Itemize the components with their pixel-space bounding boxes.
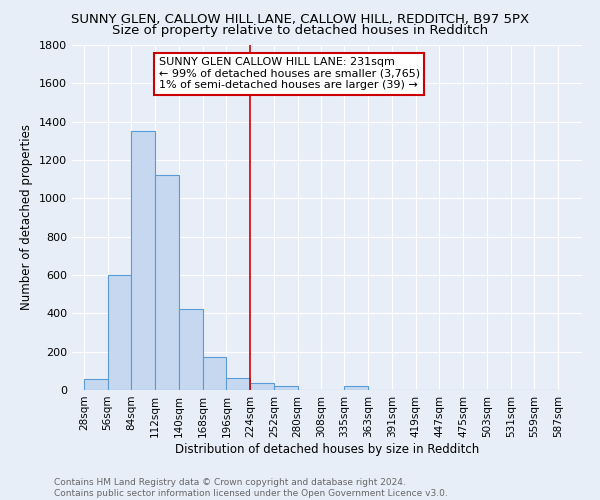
Bar [274,386,298,390]
Bar [84,378,107,390]
Y-axis label: Number of detached properties: Number of detached properties [20,124,34,310]
Bar [226,378,250,390]
Bar [203,358,226,390]
Bar [250,384,274,390]
Text: Contains HM Land Registry data © Crown copyright and database right 2024.
Contai: Contains HM Land Registry data © Crown c… [54,478,448,498]
Bar [131,131,155,390]
Bar [344,386,368,390]
Bar [107,275,131,390]
Text: Size of property relative to detached houses in Redditch: Size of property relative to detached ho… [112,24,488,37]
Text: SUNNY GLEN, CALLOW HILL LANE, CALLOW HILL, REDDITCH, B97 5PX: SUNNY GLEN, CALLOW HILL LANE, CALLOW HIL… [71,12,529,26]
Bar [155,176,179,390]
X-axis label: Distribution of detached houses by size in Redditch: Distribution of detached houses by size … [175,442,479,456]
Bar [179,308,203,390]
Text: SUNNY GLEN CALLOW HILL LANE: 231sqm
← 99% of detached houses are smaller (3,765): SUNNY GLEN CALLOW HILL LANE: 231sqm ← 99… [158,57,420,90]
